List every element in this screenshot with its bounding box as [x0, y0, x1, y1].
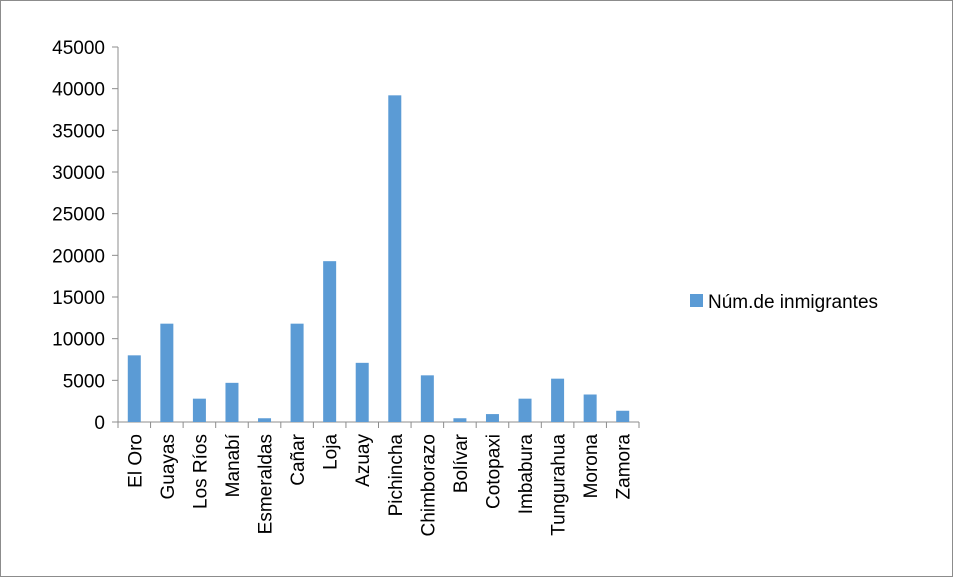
- bar: [225, 382, 239, 422]
- y-tick-label: 25000: [52, 205, 105, 226]
- bar: [420, 375, 434, 422]
- bar: [551, 378, 565, 422]
- legend-label: Núm.de inmigrantes: [708, 292, 878, 313]
- y-tick-label: 0: [94, 413, 105, 434]
- bar: [583, 394, 597, 422]
- bar: [485, 414, 499, 422]
- bar: [258, 418, 272, 422]
- bar: [355, 362, 369, 422]
- y-tick-label: 45000: [52, 38, 105, 59]
- legend-swatch: [690, 294, 703, 307]
- bar: [192, 398, 206, 422]
- x-tick-label: Azuay: [353, 434, 374, 487]
- bar: [160, 323, 174, 422]
- y-tick-label: 10000: [52, 330, 105, 351]
- x-tick-label: Zamora: [614, 434, 635, 500]
- x-tick-label: Esmeraldas: [256, 434, 277, 534]
- y-tick-label: 20000: [52, 246, 105, 267]
- x-tick-label: Loja: [321, 434, 342, 470]
- x-tick-label: El Oro: [125, 434, 146, 488]
- x-tick-label: Cañar: [288, 433, 309, 485]
- x-tick-label: Los Ríos: [190, 434, 211, 509]
- y-tick-label: 35000: [52, 121, 105, 142]
- bar: [323, 261, 337, 422]
- bar: [290, 323, 304, 422]
- x-tick-label: Imbabura: [516, 434, 537, 515]
- y-tick-label: 5000: [63, 371, 105, 392]
- plot-area: 0 5000 10000 15000 20000 25000 30000 35000 40000…: [52, 38, 640, 536]
- x-tick-label: Chimborazo: [418, 434, 439, 536]
- x-tick-label: Cotopaxi: [483, 434, 504, 509]
- y-tick-label: 30000: [52, 163, 105, 184]
- y-tick-label: 40000: [52, 80, 105, 101]
- y-tick-label: 15000: [52, 288, 105, 309]
- bar: [518, 398, 532, 422]
- x-tick-label: Bolívar: [451, 433, 472, 493]
- x-tick-label: Guayas: [158, 434, 179, 499]
- bar: [388, 95, 402, 422]
- bar: [616, 410, 630, 422]
- x-tick-label: Morona: [581, 434, 602, 499]
- legend: Núm.de inmigrantes: [690, 292, 878, 313]
- x-tick-label: Manabí: [223, 433, 244, 497]
- x-tick-label: Pichincha: [386, 434, 407, 517]
- bar: [127, 355, 141, 422]
- x-tick-label: Tungurahua: [549, 434, 570, 536]
- bar: [453, 418, 467, 422]
